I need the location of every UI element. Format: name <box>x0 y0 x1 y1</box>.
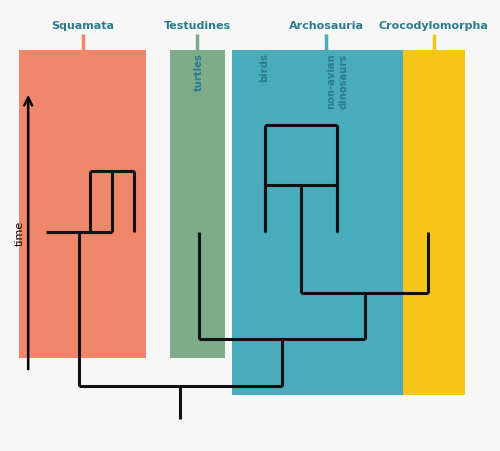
Text: Squamata: Squamata <box>51 21 114 32</box>
Text: crocodiles: crocodiles <box>423 53 433 110</box>
Text: Testudines: Testudines <box>164 21 231 32</box>
Text: Crocodylomorpha: Crocodylomorpha <box>378 21 488 32</box>
Text: birds: birds <box>260 53 270 82</box>
Text: non-avian
dinosaurs: non-avian dinosaurs <box>326 53 348 109</box>
Text: turtles: turtles <box>194 53 204 91</box>
Text: geckos: geckos <box>128 53 138 92</box>
Bar <box>232 51 424 396</box>
Text: iguanian lizards: iguanian lizards <box>85 53 95 143</box>
Bar <box>402 51 464 396</box>
Text: snakes: snakes <box>42 53 51 92</box>
Text: time: time <box>15 220 25 245</box>
Bar <box>170 51 224 358</box>
Text: Archosauria: Archosauria <box>289 21 364 32</box>
Bar <box>19 51 146 358</box>
